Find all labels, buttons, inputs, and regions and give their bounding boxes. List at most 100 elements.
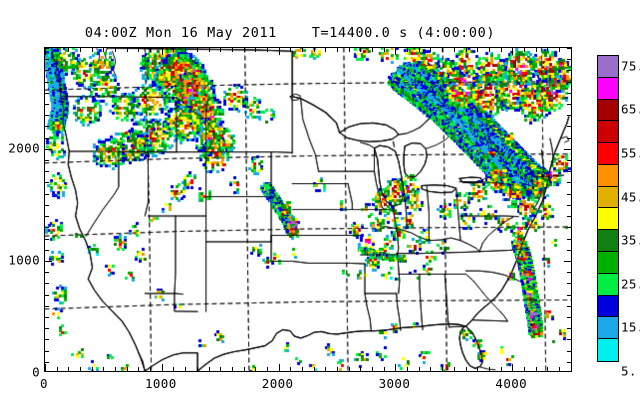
y-axis-tick bbox=[567, 238, 571, 240]
x-axis-tick bbox=[383, 48, 385, 52]
y-axis-tick bbox=[564, 260, 571, 262]
x-axis-tick bbox=[418, 48, 420, 52]
colorbar-tick-label: 45. bbox=[621, 189, 640, 205]
radar-plot-panel bbox=[44, 47, 572, 372]
x-axis-tick bbox=[488, 48, 490, 52]
y-axis-tick bbox=[45, 204, 49, 206]
x-axis-tick bbox=[500, 48, 502, 52]
colorbar-tick-label: 55. bbox=[621, 145, 640, 161]
x-axis-tick bbox=[68, 367, 70, 371]
y-axis-tick bbox=[567, 160, 571, 162]
x-axis-tick bbox=[103, 367, 105, 371]
y-axis-tick bbox=[45, 260, 52, 262]
y-axis-tick bbox=[45, 160, 49, 162]
x-axis-tick bbox=[196, 48, 198, 52]
y-axis-tick bbox=[45, 193, 49, 195]
colorbar-band bbox=[598, 295, 618, 318]
x-axis-tick bbox=[220, 48, 222, 52]
colorbar-tick-label: 75. bbox=[621, 58, 640, 74]
colorbar-band bbox=[598, 121, 618, 144]
x-axis-tick bbox=[150, 48, 152, 52]
y-axis-tick bbox=[45, 70, 49, 72]
x-axis-tick bbox=[126, 367, 128, 371]
x-axis-tick bbox=[547, 48, 549, 52]
y-axis-tick bbox=[567, 137, 571, 139]
y-axis-tick bbox=[45, 249, 49, 251]
x-axis-tick bbox=[325, 48, 327, 52]
x-axis-tick bbox=[465, 367, 467, 371]
colorbar-band bbox=[598, 339, 618, 361]
y-axis-tick bbox=[567, 193, 571, 195]
y-axis-tick bbox=[567, 294, 571, 296]
x-axis-tick bbox=[442, 367, 444, 371]
x-axis-tick bbox=[290, 367, 292, 371]
x-axis-tick bbox=[348, 48, 350, 52]
x-axis-tick bbox=[80, 367, 82, 371]
y-axis-tick bbox=[45, 81, 49, 83]
radar-reflectivity-map bbox=[45, 48, 571, 371]
reflectivity-colorbar bbox=[597, 55, 619, 362]
y-axis-tick bbox=[567, 126, 571, 128]
x-axis-tick bbox=[115, 367, 117, 371]
x-axis-tick bbox=[208, 367, 210, 371]
x-axis-tick bbox=[418, 367, 420, 371]
colorbar-band bbox=[598, 186, 618, 209]
x-axis-tick bbox=[161, 48, 163, 55]
x-axis-tick-label: 2000 bbox=[261, 376, 294, 391]
y-axis-tick bbox=[567, 361, 571, 363]
x-axis-tick bbox=[231, 367, 233, 371]
y-axis-tick bbox=[567, 249, 571, 251]
x-axis-tick bbox=[173, 367, 175, 371]
y-axis-tick bbox=[45, 238, 49, 240]
x-axis-tick bbox=[243, 367, 245, 371]
y-axis-tick bbox=[567, 204, 571, 206]
x-axis-tick bbox=[512, 364, 514, 371]
y-axis-tick bbox=[45, 137, 49, 139]
colorbar-band bbox=[598, 252, 618, 274]
x-axis-tick bbox=[278, 48, 280, 55]
y-axis-tick bbox=[45, 328, 49, 330]
x-axis-tick bbox=[301, 367, 303, 371]
x-axis-tick bbox=[196, 367, 198, 371]
y-axis-tick bbox=[567, 283, 571, 285]
x-axis-tick bbox=[255, 48, 257, 52]
y-axis-tick bbox=[45, 92, 49, 94]
y-axis-tick bbox=[567, 115, 571, 117]
x-axis-tick bbox=[138, 367, 140, 371]
colorbar-tick-label: 5. bbox=[621, 363, 637, 379]
x-axis-tick bbox=[231, 48, 233, 52]
y-axis-tick bbox=[45, 182, 49, 184]
y-axis-tick bbox=[567, 328, 571, 330]
x-axis-tick bbox=[465, 48, 467, 52]
y-axis-tick bbox=[45, 104, 49, 106]
x-axis-tick bbox=[570, 48, 571, 52]
y-axis-tick bbox=[567, 92, 571, 94]
y-axis-tick bbox=[45, 48, 49, 49]
colorbar-tick-label: 15. bbox=[621, 319, 640, 335]
colorbar-tick-label: 65. bbox=[621, 101, 640, 117]
y-axis-tick bbox=[45, 216, 49, 218]
y-axis-tick bbox=[45, 294, 49, 296]
x-axis-tick bbox=[126, 48, 128, 52]
y-axis-tick bbox=[45, 361, 49, 363]
colorbar-band bbox=[598, 143, 618, 165]
x-axis-tick bbox=[430, 48, 432, 52]
y-axis-tick bbox=[567, 339, 571, 341]
y-axis-tick bbox=[567, 59, 571, 61]
x-axis-tick bbox=[395, 364, 397, 371]
y-axis-tick bbox=[567, 227, 571, 229]
y-axis-tick bbox=[45, 59, 49, 61]
x-axis-tick bbox=[138, 48, 140, 52]
colorbar-band bbox=[598, 230, 618, 253]
x-axis-tick bbox=[220, 367, 222, 371]
y-axis-tick-label: 0 bbox=[32, 364, 40, 380]
y-axis-tick bbox=[567, 104, 571, 106]
y-axis-tick bbox=[45, 272, 49, 274]
x-axis-tick bbox=[453, 367, 455, 371]
x-axis-tick bbox=[208, 48, 210, 52]
x-axis-tick bbox=[453, 48, 455, 52]
x-axis-tick bbox=[430, 367, 432, 371]
x-axis-tick bbox=[558, 48, 560, 52]
colorbar-tick-label: 25. bbox=[621, 276, 640, 292]
x-axis-tick-label: 0 bbox=[40, 376, 48, 391]
